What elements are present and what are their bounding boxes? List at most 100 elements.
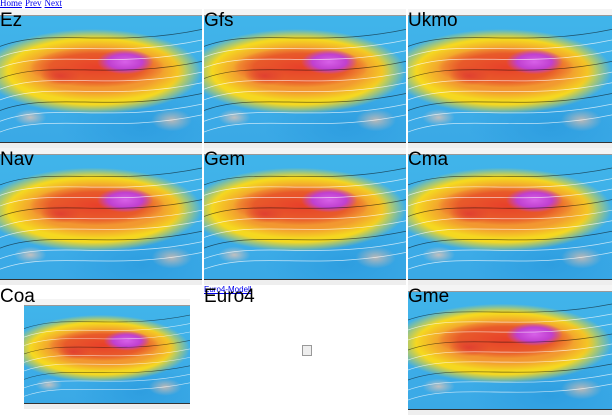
model-cell[interactable]: Cma xyxy=(408,148,612,285)
streamline xyxy=(0,230,202,249)
streamline xyxy=(24,314,190,329)
model-cell[interactable]: Coa xyxy=(0,285,202,415)
streamline xyxy=(408,93,612,111)
streamline xyxy=(204,251,406,270)
streamline xyxy=(204,93,406,111)
streamline xyxy=(0,241,202,260)
streamline xyxy=(204,61,406,79)
streamline xyxy=(408,28,612,47)
streamline xyxy=(0,71,202,90)
streamline xyxy=(408,313,612,331)
streamline xyxy=(408,39,612,58)
model-cell[interactable]: Ez xyxy=(0,9,202,148)
model-label: Coa xyxy=(0,286,35,307)
streamline xyxy=(408,353,612,371)
model-cell[interactable]: Gem xyxy=(204,148,406,285)
model-map xyxy=(204,148,406,285)
streamline xyxy=(0,220,202,238)
model-label: Cma xyxy=(408,149,449,170)
streamlines xyxy=(408,303,612,401)
streamlines xyxy=(204,167,406,270)
streamline xyxy=(408,50,612,69)
streamline xyxy=(0,61,202,79)
streamline xyxy=(0,188,202,207)
model-label: Nav xyxy=(0,149,34,170)
streamline xyxy=(204,39,406,58)
streamline xyxy=(0,93,202,111)
streamline xyxy=(0,209,202,228)
streamline xyxy=(204,178,406,196)
model-label: Ukmo xyxy=(408,10,458,31)
streamline xyxy=(408,178,612,196)
streamlines xyxy=(0,167,202,270)
streamline xyxy=(408,209,612,228)
image-alt-text: Euro4-Modell xyxy=(204,285,252,294)
streamline xyxy=(204,167,406,186)
streamline xyxy=(24,331,190,346)
model-map xyxy=(204,9,406,148)
streamline xyxy=(0,199,202,217)
streamline xyxy=(204,230,406,249)
streamline xyxy=(204,199,406,217)
streamline xyxy=(408,103,612,122)
streamline xyxy=(408,199,612,217)
streamline xyxy=(24,382,190,397)
streamline xyxy=(204,209,406,228)
streamlines xyxy=(0,28,202,133)
streamline xyxy=(204,220,406,238)
streamline xyxy=(408,167,612,186)
model-map xyxy=(408,148,612,285)
streamline xyxy=(0,251,202,270)
broken-image-icon xyxy=(302,345,312,356)
nav-bar: Home Prev Next xyxy=(0,0,65,8)
streamlines xyxy=(408,28,612,133)
streamline xyxy=(408,61,612,79)
model-label: Gme xyxy=(408,286,450,307)
streamline xyxy=(408,71,612,90)
model-cell[interactable]: Gme xyxy=(408,285,612,415)
streamline xyxy=(0,178,202,196)
model-cell[interactable]: Gfs xyxy=(204,9,406,148)
streamline xyxy=(24,374,190,389)
streamline xyxy=(408,241,612,260)
streamline xyxy=(408,383,612,401)
streamline xyxy=(408,188,612,207)
streamlines xyxy=(204,28,406,133)
model-cell[interactable]: Ukmo xyxy=(408,9,612,148)
model-cell[interactable]: Euro4-Modell Euro4 xyxy=(204,285,406,415)
streamline xyxy=(408,114,612,133)
nav-link[interactable]: Home xyxy=(0,0,22,8)
streamlines xyxy=(408,167,612,270)
streamline xyxy=(204,103,406,122)
model-label: Ez xyxy=(0,10,23,31)
model-map xyxy=(24,299,190,409)
streamline xyxy=(408,230,612,249)
streamline xyxy=(24,340,190,355)
streamline xyxy=(408,220,612,238)
model-label: Gfs xyxy=(204,10,234,31)
streamline xyxy=(0,167,202,186)
streamline xyxy=(204,71,406,90)
streamline xyxy=(408,82,612,101)
streamline xyxy=(204,188,406,207)
streamline xyxy=(408,373,612,391)
model-map xyxy=(408,285,612,415)
streamline xyxy=(408,333,612,351)
streamline xyxy=(204,82,406,101)
streamline xyxy=(408,303,612,321)
streamline xyxy=(204,28,406,47)
model-map xyxy=(0,148,202,285)
streamline xyxy=(24,365,190,380)
streamline xyxy=(0,39,202,58)
streamline xyxy=(204,114,406,133)
streamline xyxy=(0,82,202,101)
streamline xyxy=(408,363,612,381)
streamline xyxy=(0,103,202,122)
streamline xyxy=(24,323,190,338)
nav-link[interactable]: Prev xyxy=(25,0,42,8)
streamline xyxy=(408,251,612,270)
model-cell[interactable]: Nav xyxy=(0,148,202,285)
nav-link[interactable]: Next xyxy=(44,0,63,8)
streamline xyxy=(24,348,190,363)
